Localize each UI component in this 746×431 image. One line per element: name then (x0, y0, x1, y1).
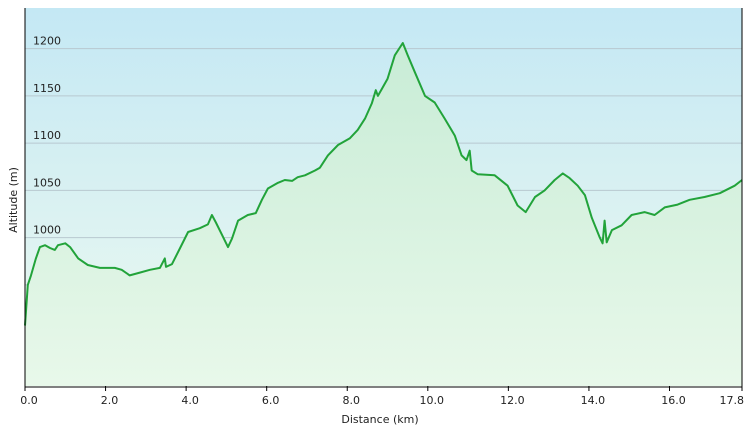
x-tick-label: 17.8 (720, 394, 745, 407)
x-tick-label: 14.0 (581, 394, 606, 407)
area-fill (25, 43, 742, 386)
x-tick-label: 16.0 (661, 394, 686, 407)
x-tick-label: 8.0 (342, 394, 360, 407)
y-tick-label: 1000 (33, 224, 61, 237)
y-axis-title: Altitude (m) (7, 167, 20, 233)
x-tick-label: 2.0 (101, 394, 119, 407)
x-axis-title: Distance (km) (341, 413, 418, 426)
x-tick-label: 12.0 (500, 394, 525, 407)
profile-line (24, 42, 743, 326)
x-tick-label: 10.0 (420, 394, 445, 407)
y-tick-label: 1100 (33, 129, 61, 142)
y-tick-label: 1200 (33, 35, 61, 48)
x-tick-label: 4.0 (181, 394, 199, 407)
x-tick-label: 0.0 (20, 394, 38, 407)
y-tick-label: 1050 (33, 176, 61, 189)
x-tick-label: 6.0 (262, 394, 280, 407)
y-tick-label: 1150 (33, 82, 61, 95)
